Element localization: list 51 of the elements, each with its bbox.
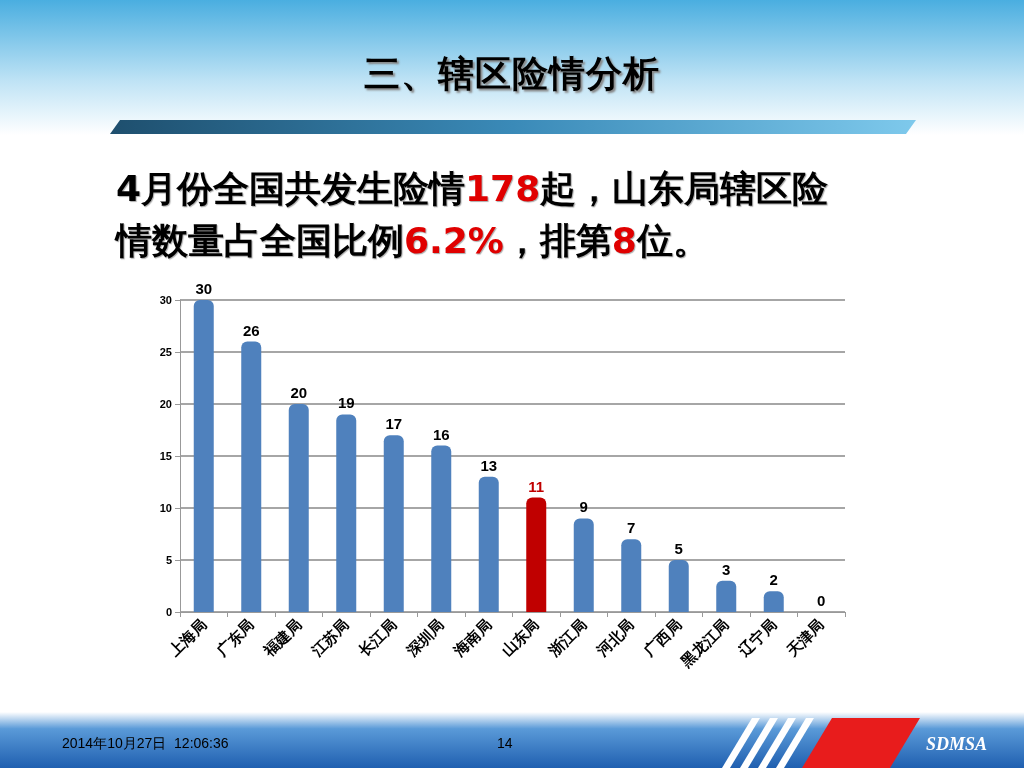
x-tick-label: 天津局 bbox=[782, 615, 828, 661]
chart-title: 三、辖区险情分析 bbox=[363, 52, 661, 96]
bar bbox=[431, 445, 452, 612]
y-tick-label: 15 bbox=[159, 450, 172, 462]
bar bbox=[383, 435, 404, 612]
data-label: 3 bbox=[722, 560, 731, 578]
x-tick-label: 深圳局 bbox=[402, 615, 448, 661]
x-tick-label: 河北局 bbox=[592, 615, 638, 661]
y-tick-label: 25 bbox=[159, 346, 172, 358]
data-label: 9 bbox=[579, 498, 588, 516]
bar bbox=[336, 414, 357, 612]
data-label: 5 bbox=[674, 540, 683, 557]
x-tick-label: 山东局 bbox=[498, 615, 543, 661]
x-tick-label: 江苏局 bbox=[307, 615, 353, 661]
bar bbox=[716, 580, 737, 612]
x-tick-label: 广东局 bbox=[212, 615, 258, 661]
x-tick-label: 辽宁局 bbox=[734, 615, 781, 661]
x-tick-label: 浙江局 bbox=[544, 615, 591, 661]
bar bbox=[478, 476, 499, 612]
y-tick-label: 0 bbox=[165, 606, 172, 618]
data-label: 19 bbox=[337, 394, 355, 412]
x-tick-label: 上海局 bbox=[164, 615, 211, 661]
bar bbox=[193, 300, 214, 612]
data-label: 30 bbox=[195, 280, 213, 297]
data-label: 20 bbox=[290, 384, 308, 401]
bar bbox=[668, 560, 689, 612]
x-tick-label: 海南局 bbox=[449, 615, 496, 661]
bar bbox=[763, 591, 784, 612]
x-tick-label: 福建局 bbox=[259, 615, 306, 661]
bar bbox=[241, 341, 262, 612]
data-label: 13 bbox=[480, 456, 498, 474]
y-tick-label: 30 bbox=[159, 294, 172, 306]
y-tick-label: 10 bbox=[159, 502, 172, 514]
data-label: 26 bbox=[242, 321, 260, 339]
data-label: 2 bbox=[769, 571, 778, 589]
data-label: 7 bbox=[627, 519, 636, 537]
data-label: 17 bbox=[385, 415, 403, 433]
y-tick-label: 20 bbox=[159, 398, 172, 410]
x-tick-label: 长江局 bbox=[354, 615, 401, 661]
bar bbox=[526, 497, 547, 612]
data-label: 11 bbox=[528, 477, 545, 495]
y-tick-label: 5 bbox=[165, 554, 172, 566]
text: SDMSA bbox=[926, 734, 988, 755]
bar bbox=[621, 539, 642, 612]
text: 2014年10月27日 12:06:36 bbox=[62, 735, 229, 753]
text: 4月份全国共发生险情178起，山东局辖区险情数量占全国比例6.2%，排第8位。 bbox=[116, 168, 829, 261]
bar bbox=[573, 518, 594, 612]
text: 14 bbox=[497, 735, 513, 751]
bar bbox=[288, 404, 309, 612]
data-label: 0 bbox=[817, 592, 826, 609]
data-label: 16 bbox=[432, 425, 450, 443]
